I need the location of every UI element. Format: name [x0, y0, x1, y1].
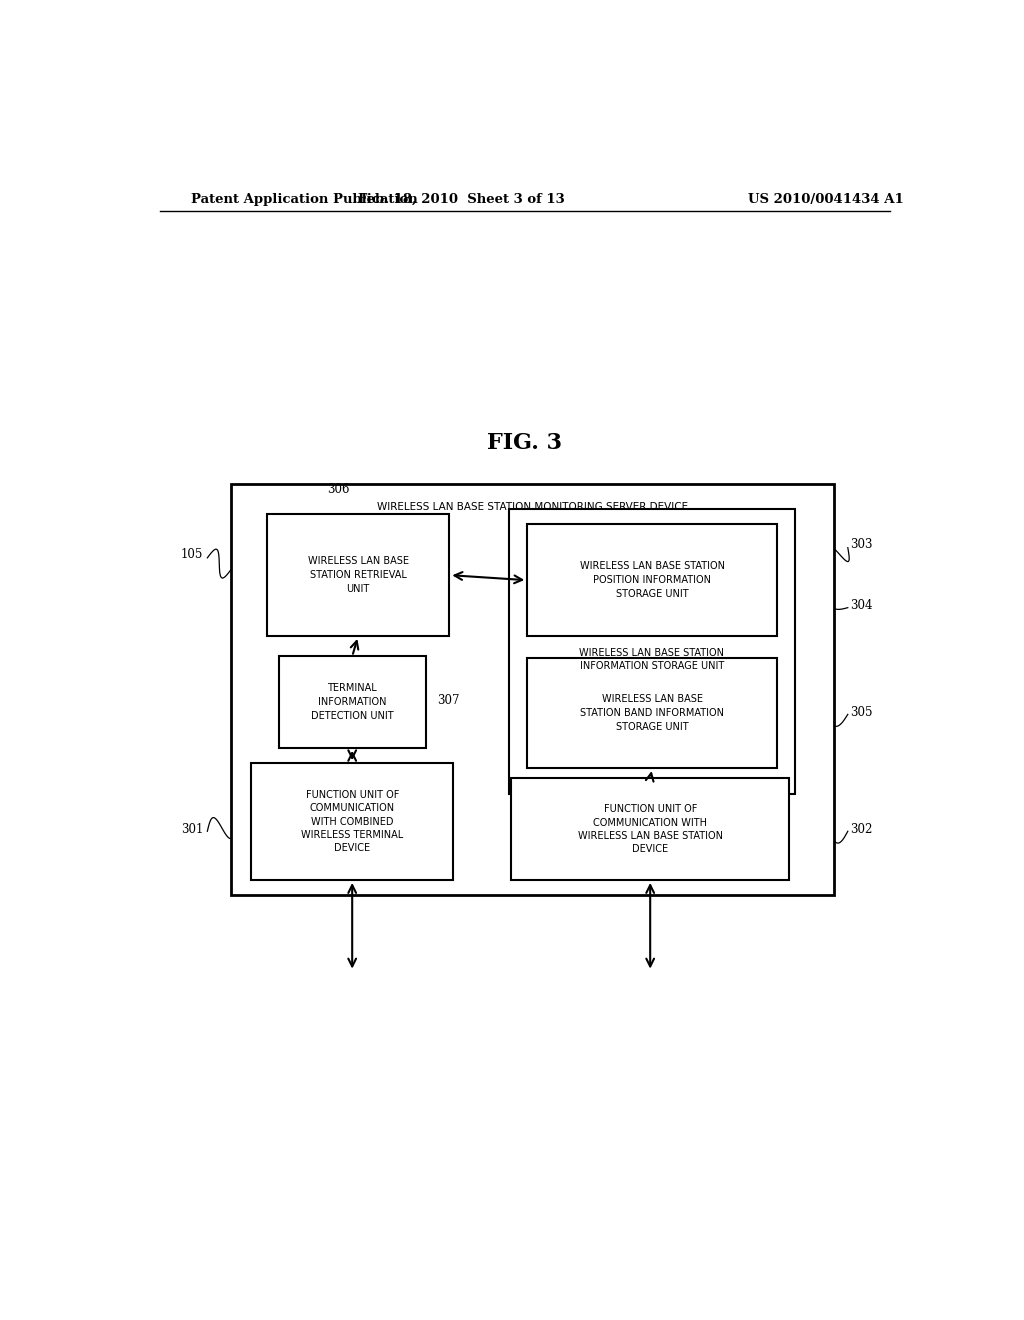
Text: TERMINAL
INFORMATION
DETECTION UNIT: TERMINAL INFORMATION DETECTION UNIT	[311, 684, 393, 721]
Bar	[279, 656, 426, 748]
Text: Feb. 18, 2010  Sheet 3 of 13: Feb. 18, 2010 Sheet 3 of 13	[358, 193, 564, 206]
Text: 105: 105	[181, 548, 204, 561]
Text: WIRELESS LAN BASE
STATION RETRIEVAL
UNIT: WIRELESS LAN BASE STATION RETRIEVAL UNIT	[307, 556, 409, 594]
Text: FUNCTION UNIT OF
COMMUNICATION
WITH COMBINED
WIRELESS TERMINAL
DEVICE: FUNCTION UNIT OF COMMUNICATION WITH COMB…	[301, 791, 403, 853]
Bar	[527, 659, 777, 768]
Text: FIG. 3: FIG. 3	[487, 432, 562, 454]
Text: FUNCTION UNIT OF
COMMUNICATION WITH
WIRELESS LAN BASE STATION
DEVICE: FUNCTION UNIT OF COMMUNICATION WITH WIRE…	[578, 804, 723, 854]
Text: US 2010/0041434 A1: US 2010/0041434 A1	[749, 193, 904, 206]
Text: 306: 306	[327, 483, 349, 496]
Text: WIRELESS LAN BASE STATION
INFORMATION STORAGE UNIT: WIRELESS LAN BASE STATION INFORMATION ST…	[580, 648, 724, 671]
Text: WIRELESS LAN BASE STATION
POSITION INFORMATION
STORAGE UNIT: WIRELESS LAN BASE STATION POSITION INFOR…	[580, 561, 725, 599]
Bar	[509, 510, 795, 793]
Bar	[251, 763, 454, 880]
Bar	[267, 513, 450, 636]
Text: WIRELESS LAN BASE
STATION BAND INFORMATION
STORAGE UNIT: WIRELESS LAN BASE STATION BAND INFORMATI…	[581, 694, 724, 733]
Text: 305: 305	[850, 706, 872, 719]
Text: 307: 307	[437, 693, 460, 706]
Text: 304: 304	[850, 599, 872, 612]
Bar	[511, 779, 790, 880]
Text: Patent Application Publication: Patent Application Publication	[191, 193, 418, 206]
Text: 301: 301	[181, 822, 204, 836]
Text: WIRELESS LAN BASE STATION MONITORING SERVER DEVICE: WIRELESS LAN BASE STATION MONITORING SER…	[377, 502, 688, 512]
Text: 302: 302	[850, 822, 872, 836]
Bar	[231, 483, 835, 895]
Bar	[527, 524, 777, 636]
Text: 303: 303	[850, 539, 872, 552]
